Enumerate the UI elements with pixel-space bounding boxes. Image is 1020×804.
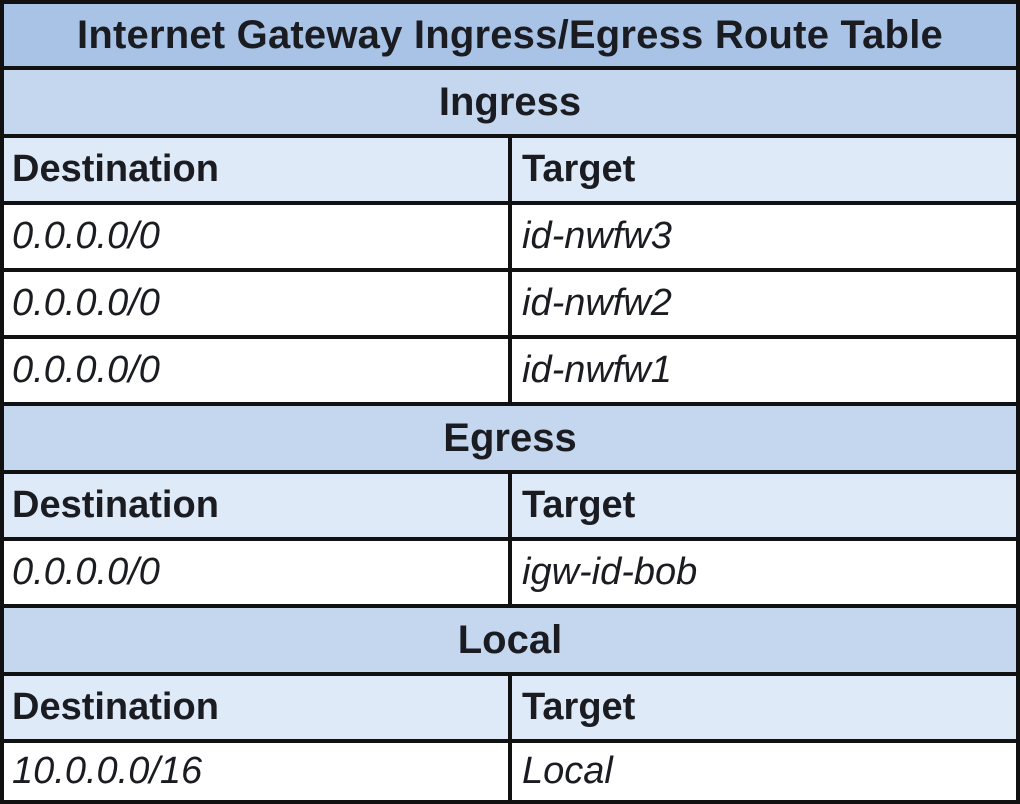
destination-cell: 0.0.0.0/0: [4, 272, 512, 335]
target-cell: id-nwfw2: [522, 282, 672, 324]
destination-cell: 0.0.0.0/0: [4, 339, 512, 402]
target-column-header: Target: [522, 484, 636, 526]
table-row: 0.0.0.0/0 id-nwfw3: [4, 201, 1016, 268]
table-row: 0.0.0.0/0 id-nwfw2: [4, 268, 1016, 335]
column-header-row: Destination Target: [4, 134, 1016, 201]
column-header-row: Destination Target: [4, 672, 1016, 739]
destination-column-header: Destination: [4, 676, 512, 739]
destination-cell: 0.0.0.0/0: [4, 205, 512, 268]
table-row: 0.0.0.0/0 igw-id-bob: [4, 537, 1016, 604]
section-heading-ingress: Ingress: [4, 66, 1016, 134]
destination-column-header: Destination: [4, 474, 512, 537]
target-cell: id-nwfw1: [522, 349, 672, 391]
table-title: Internet Gateway Ingress/Egress Route Ta…: [4, 4, 1016, 66]
target-cell: igw-id-bob: [522, 551, 698, 593]
target-cell: Local: [522, 750, 613, 792]
target-cell: id-nwfw3: [522, 215, 672, 257]
destination-cell: 0.0.0.0/0: [4, 541, 512, 604]
table-row: 0.0.0.0/0 id-nwfw1: [4, 335, 1016, 402]
section-heading-egress: Egress: [4, 402, 1016, 470]
section-heading-local: Local: [4, 604, 1016, 672]
destination-cell: 10.0.0.0/16: [4, 743, 512, 800]
target-column-header: Target: [522, 686, 636, 728]
table-row: 10.0.0.0/16 Local: [4, 739, 1016, 800]
column-header-row: Destination Target: [4, 470, 1016, 537]
target-column-header: Target: [522, 148, 636, 190]
destination-column-header: Destination: [4, 138, 512, 201]
